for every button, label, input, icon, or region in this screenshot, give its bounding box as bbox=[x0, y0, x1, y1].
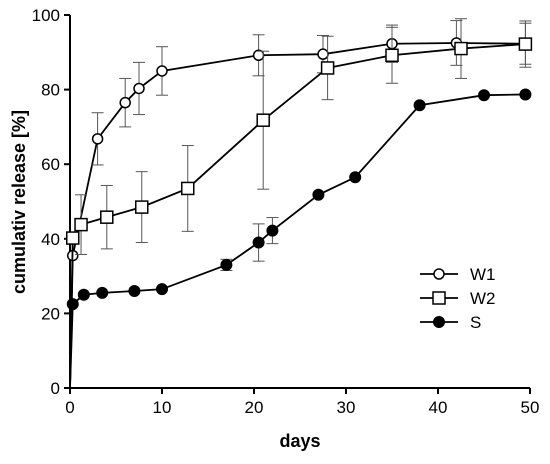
y-tick-label: 40 bbox=[41, 230, 60, 249]
legend-marker bbox=[433, 316, 445, 328]
legend-marker bbox=[432, 291, 446, 305]
ticks: 0 10 20 30 40 50 0 20 40 60 80 100 bbox=[32, 6, 540, 417]
data-point bbox=[320, 61, 335, 75]
data-point bbox=[66, 231, 80, 245]
data-point bbox=[454, 41, 468, 56]
data-point bbox=[518, 37, 533, 51]
x-tick-label: 10 bbox=[153, 398, 172, 417]
series-s bbox=[66, 88, 532, 389]
data-point bbox=[519, 88, 532, 101]
x-tick-label: 0 bbox=[65, 398, 74, 417]
x-axis-title: days bbox=[279, 431, 320, 451]
y-tick-label: 20 bbox=[41, 304, 60, 323]
x-tick-label: 50 bbox=[521, 398, 540, 417]
data-point bbox=[252, 236, 265, 249]
axes bbox=[69, 15, 530, 389]
data-point bbox=[349, 171, 362, 184]
data-point bbox=[478, 89, 490, 102]
data-point bbox=[312, 188, 325, 201]
x-tick-label: 20 bbox=[245, 398, 264, 417]
data-point bbox=[385, 48, 399, 63]
legend-label: W1 bbox=[470, 265, 496, 284]
legend-entry-s: S bbox=[420, 313, 481, 332]
legend-entry-w2: W2 bbox=[420, 289, 496, 308]
series-w2 bbox=[66, 18, 533, 389]
data-point bbox=[91, 133, 104, 145]
data-point bbox=[413, 99, 426, 112]
data-point bbox=[256, 113, 270, 127]
data-point bbox=[66, 298, 79, 311]
legend-label: W2 bbox=[470, 289, 496, 308]
data-point bbox=[252, 49, 265, 62]
y-tick-label: 100 bbox=[32, 6, 60, 25]
data-point bbox=[266, 224, 279, 237]
x-tick-label: 30 bbox=[337, 398, 356, 417]
data-point bbox=[317, 48, 329, 60]
data-point bbox=[119, 96, 131, 109]
data-point bbox=[100, 210, 114, 224]
data-point bbox=[220, 258, 233, 271]
data-point bbox=[156, 283, 168, 296]
legend: W1 W2 S bbox=[420, 265, 496, 332]
y-tick-label: 80 bbox=[41, 81, 60, 100]
data-point bbox=[156, 65, 168, 77]
data-point bbox=[135, 200, 149, 214]
data-point bbox=[77, 288, 90, 301]
y-axis-title: cumulativ release [%] bbox=[9, 110, 29, 294]
legend-label: S bbox=[470, 313, 481, 332]
series-layer bbox=[66, 18, 533, 389]
y-tick-label: 0 bbox=[51, 379, 60, 398]
series-line bbox=[69, 43, 526, 389]
series-line bbox=[69, 42, 526, 389]
legend-marker bbox=[433, 268, 445, 280]
data-point bbox=[96, 286, 109, 299]
data-point bbox=[133, 82, 145, 95]
data-point bbox=[74, 217, 88, 232]
series-line bbox=[69, 93, 526, 389]
y-tick-label: 60 bbox=[41, 155, 60, 174]
data-point bbox=[128, 285, 141, 298]
data-point bbox=[181, 181, 195, 196]
legend-entry-w1: W1 bbox=[420, 265, 496, 284]
x-tick-label: 40 bbox=[429, 398, 448, 417]
